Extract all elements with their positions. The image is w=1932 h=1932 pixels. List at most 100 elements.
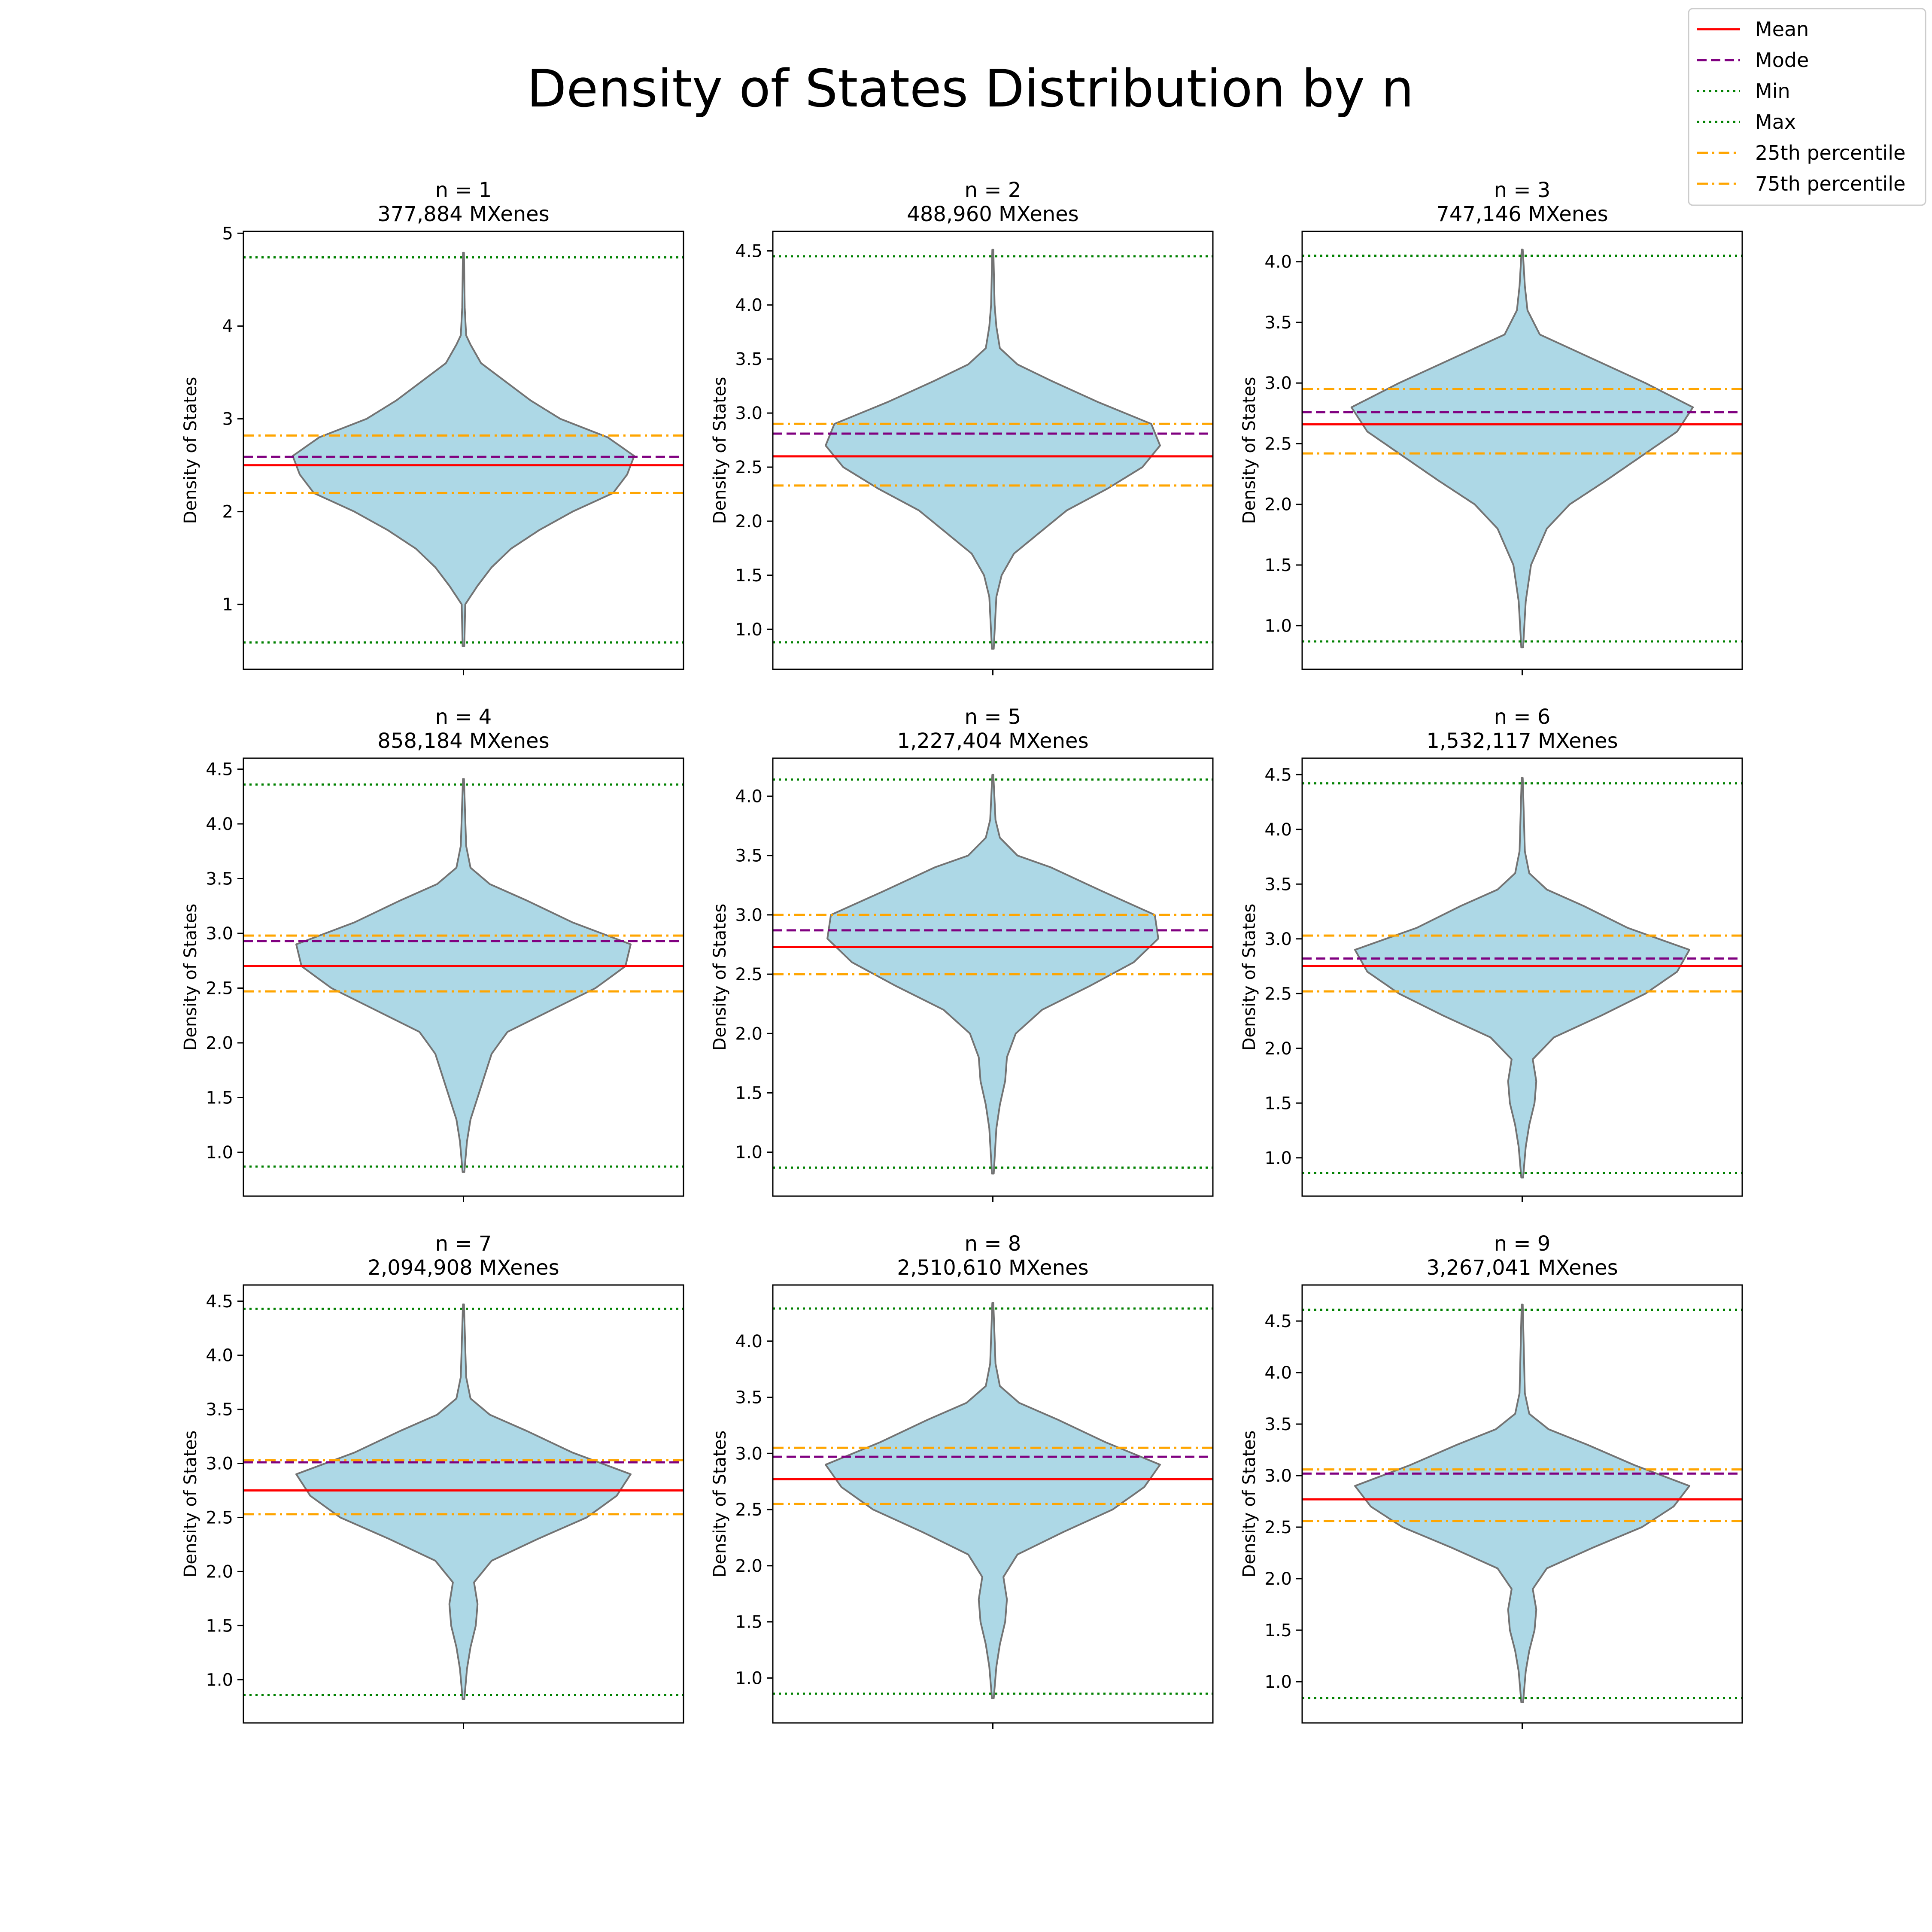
panel-3-ytick-label: 2.0 — [1264, 495, 1292, 515]
panel-5-subtitle: 1,227,404 MXenes — [897, 729, 1088, 753]
panel-7-ytick-label: 3.5 — [206, 1400, 233, 1420]
panel-4-ytick-label: 1.0 — [206, 1143, 233, 1163]
panel-1-subtitle: 377,884 MXenes — [377, 202, 549, 226]
panel-7-ytick-label: 3.0 — [206, 1454, 233, 1474]
panel-3-ytick-label: 3.0 — [1264, 374, 1292, 393]
panel-6-ytick-label: 2.0 — [1264, 1039, 1292, 1059]
panel-2-ytick-label: 1.0 — [735, 620, 762, 640]
panel-6-ytick-label: 3.5 — [1264, 875, 1292, 894]
panel-1-ytick-label: 4 — [222, 316, 233, 336]
panel-5-ylabel: Density of States — [710, 904, 730, 1051]
panel-3-title: n = 3 — [1494, 178, 1551, 202]
panel-7-ytick-label: 1.0 — [206, 1670, 233, 1690]
panel-2: 1.0 1.5 2.0 2.5 3.0 3.5 4.0 4.5 Density of State… — [710, 178, 1214, 675]
panel-5-title: n = 5 — [965, 705, 1021, 729]
panel-7-ytick-label: 4.5 — [206, 1292, 233, 1312]
legend-label: Min — [1755, 79, 1790, 103]
panel-1-violin — [292, 252, 635, 647]
panel-4-ytick-label: 3.0 — [206, 924, 233, 944]
panel-6-subtitle: 1,532,117 MXenes — [1426, 729, 1618, 753]
panel-3-ytick-label: 3.5 — [1264, 313, 1292, 333]
panel-4-title: n = 4 — [435, 705, 492, 729]
panel-7: 1.0 1.5 2.0 2.5 3.0 3.5 4.0 4.5 Density of State… — [181, 1232, 684, 1729]
panel-7-ytick-label: 2.0 — [206, 1562, 233, 1582]
panel-9-subtitle: 3,267,041 MXenes — [1426, 1256, 1618, 1280]
panel-9-ylabel: Density of States — [1239, 1431, 1259, 1578]
panel-9-violin — [1354, 1303, 1690, 1703]
panel-9-ytick-label: 2.5 — [1264, 1518, 1292, 1537]
panel-8-ytick-label: 4.0 — [735, 1332, 762, 1352]
panel-6-title: n = 6 — [1494, 705, 1551, 729]
panel-4-violin — [295, 778, 632, 1173]
panel-5-ytick-label: 1.0 — [735, 1143, 762, 1163]
panel-7-ylabel: Density of States — [181, 1431, 200, 1578]
panel-8-ytick-label: 1.0 — [735, 1668, 762, 1688]
panel-8-violin — [825, 1302, 1161, 1699]
panel-5: 1.0 1.5 2.0 2.5 3.0 3.5 4.0 Density of States n … — [710, 705, 1214, 1202]
panel-1-ytick-label: 1 — [222, 595, 233, 615]
panel-2-title: n = 2 — [965, 178, 1021, 202]
panel-1-title: n = 1 — [435, 178, 492, 202]
panel-3-ytick-label: 1.5 — [1264, 556, 1292, 575]
panel-6-ylabel: Density of States — [1239, 904, 1259, 1051]
panel-5-ytick-label: 3.0 — [735, 905, 762, 925]
panel-5-ytick-label: 2.5 — [735, 965, 762, 984]
panel-6-ytick-label: 4.0 — [1264, 820, 1292, 840]
panel-3: 1.0 1.5 2.0 2.5 3.0 3.5 4.0 Density of States n … — [1239, 178, 1743, 675]
panel-8-ytick-label: 2.0 — [735, 1556, 762, 1576]
panel-9: 1.0 1.5 2.0 2.5 3.0 3.5 4.0 4.5 Density of State… — [1239, 1232, 1743, 1729]
panel-9-title: n = 9 — [1494, 1232, 1551, 1256]
panel-4-ytick-label: 4.0 — [206, 814, 233, 834]
panel-9-ytick-label: 4.0 — [1264, 1363, 1292, 1383]
legend-frame — [1688, 8, 1926, 206]
panel-6: 1.0 1.5 2.0 2.5 3.0 3.5 4.0 4.5 Density of State… — [1239, 705, 1743, 1202]
panel-2-ylabel: Density of States — [710, 377, 730, 524]
panel-7-subtitle: 2,094,908 MXenes — [368, 1256, 559, 1280]
panel-5-ytick-label: 3.5 — [735, 846, 762, 866]
panel-2-ytick-label: 2.0 — [735, 512, 762, 532]
panel-8-subtitle: 2,510,610 MXenes — [897, 1256, 1088, 1280]
panel-1-ytick-label: 5 — [222, 224, 233, 243]
panel-7-title: n = 7 — [435, 1232, 492, 1256]
panel-1-ytick-label: 3 — [222, 410, 233, 429]
legend-label: Max — [1755, 110, 1796, 134]
panel-3-ylabel: Density of States — [1239, 377, 1259, 524]
panel-9-ytick-label: 1.0 — [1264, 1672, 1292, 1692]
panel-7-violin — [295, 1303, 632, 1700]
panel-6-ytick-label: 4.5 — [1264, 765, 1292, 785]
panel-2-ytick-label: 4.0 — [735, 295, 762, 315]
figure-title: Density of States Distribution by n — [527, 59, 1414, 119]
panel-8: 1.0 1.5 2.0 2.5 3.0 3.5 4.0 Density of States n … — [710, 1232, 1214, 1729]
panel-8-title: n = 8 — [965, 1232, 1021, 1256]
panel-8-ylabel: Density of States — [710, 1431, 730, 1578]
panel-3-violin — [1350, 249, 1694, 649]
panel-5-ytick-label: 1.5 — [735, 1084, 762, 1103]
panel-2-violin — [825, 249, 1161, 650]
panel-5-ytick-label: 2.0 — [735, 1024, 762, 1044]
panel-7-ytick-label: 2.5 — [206, 1508, 233, 1528]
legend-label: 25th percentile — [1755, 141, 1905, 164]
panel-1-ytick-label: 2 — [222, 502, 233, 522]
panel-6-violin — [1354, 777, 1690, 1179]
panel-6-ytick-label: 1.5 — [1264, 1094, 1292, 1113]
panel-2-ytick-label: 4.5 — [735, 241, 762, 261]
panel-4-ytick-label: 3.5 — [206, 869, 233, 889]
panel-9-ytick-label: 3.5 — [1264, 1415, 1292, 1434]
panel-7-ytick-label: 4.0 — [206, 1346, 233, 1366]
panel-4-ytick-label: 2.0 — [206, 1033, 233, 1053]
panel-2-ytick-label: 1.5 — [735, 566, 762, 586]
panel-2-ytick-label: 3.5 — [735, 349, 762, 369]
panel-7-ytick-label: 1.5 — [206, 1616, 233, 1636]
panel-8-ytick-label: 3.0 — [735, 1444, 762, 1464]
panel-2-ytick-label: 3.0 — [735, 404, 762, 423]
panel-4-ytick-label: 2.5 — [206, 979, 233, 999]
panel-8-ytick-label: 1.5 — [735, 1613, 762, 1632]
panel-3-ytick-label: 4.0 — [1264, 252, 1292, 272]
panel-4-ytick-label: 1.5 — [206, 1088, 233, 1108]
panel-4-subtitle: 858,184 MXenes — [377, 729, 549, 753]
panel-1-ylabel: Density of States — [181, 377, 200, 524]
panel-9-ytick-label: 4.5 — [1264, 1312, 1292, 1331]
panel-4: 1.0 1.5 2.0 2.5 3.0 3.5 4.0 4.5 Density of State… — [181, 705, 684, 1202]
panel-3-ytick-label: 2.5 — [1264, 434, 1292, 454]
